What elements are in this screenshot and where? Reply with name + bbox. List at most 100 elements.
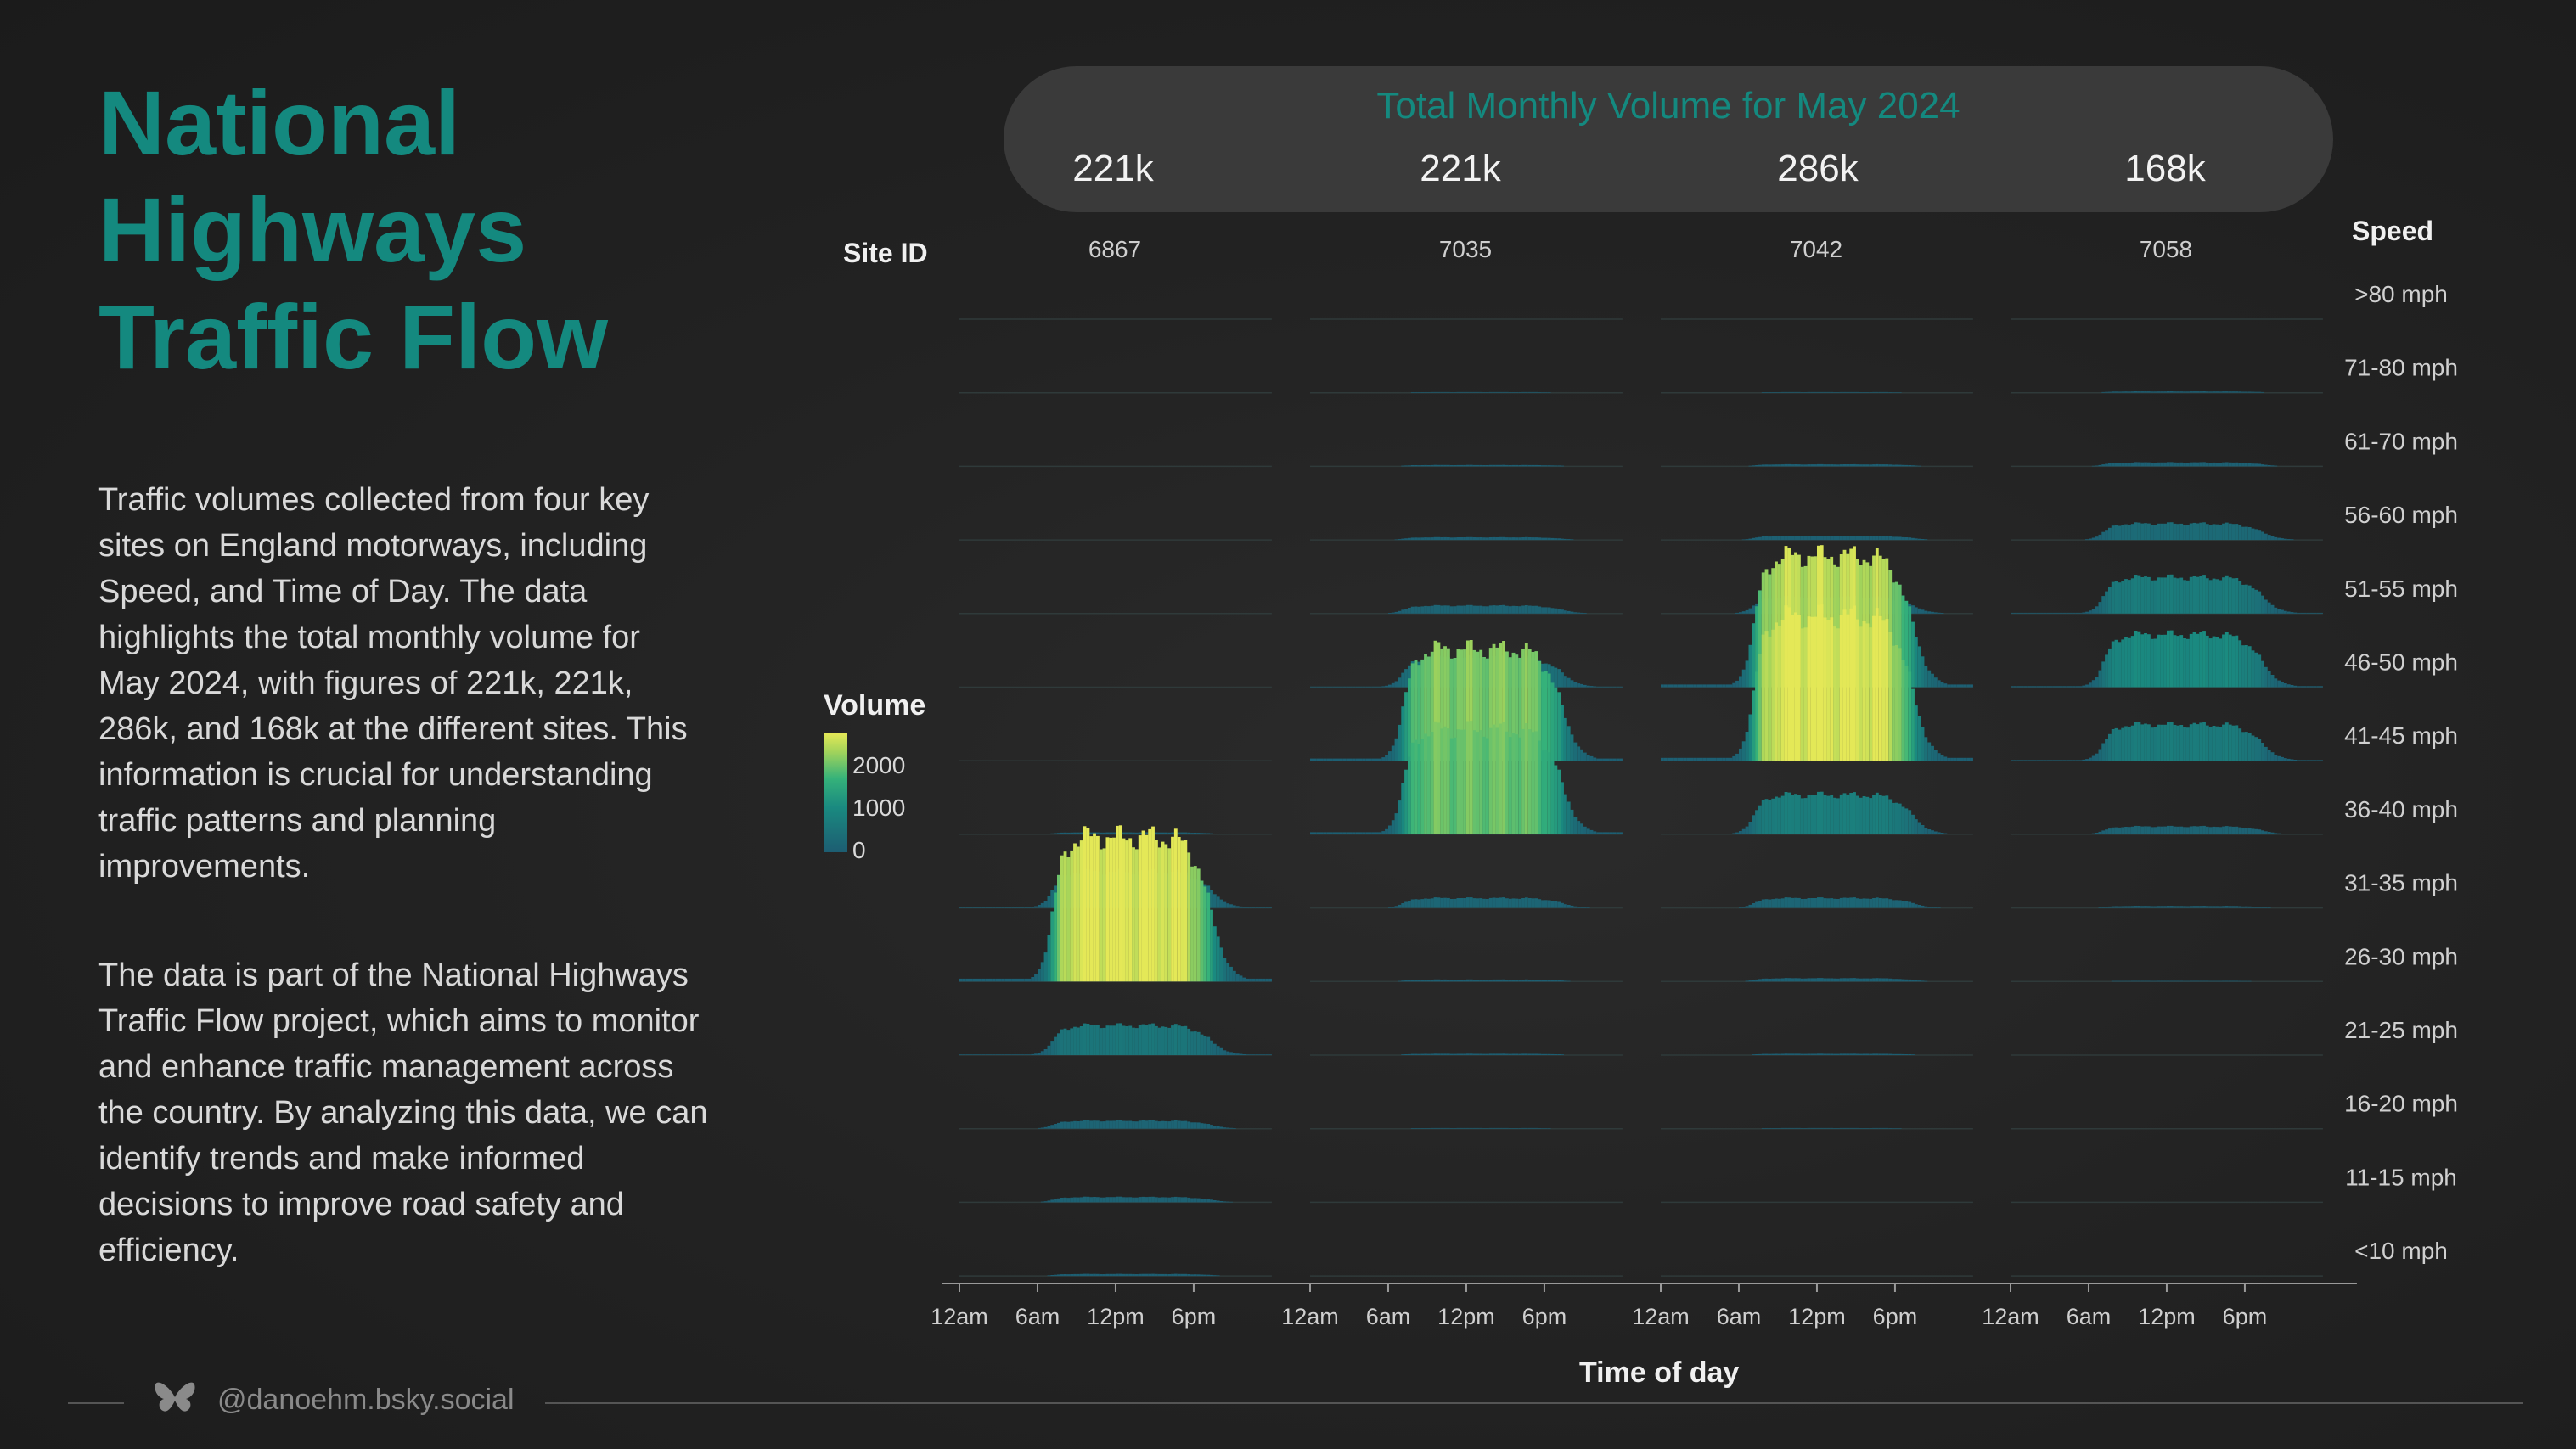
volume-bar bbox=[1908, 606, 1912, 688]
volume-bar bbox=[1447, 605, 1450, 614]
volume-bar bbox=[2264, 746, 2268, 761]
volume-bar bbox=[2169, 391, 2174, 393]
ridge-site-7035-band-1 bbox=[1310, 391, 1623, 394]
volume-bar bbox=[1538, 1128, 1542, 1129]
volume-bar bbox=[1921, 656, 1925, 688]
volume-bar bbox=[1914, 705, 1918, 761]
volume-bar bbox=[2114, 391, 2118, 393]
volume-bar bbox=[1336, 758, 1340, 761]
volume-bar bbox=[1602, 686, 1606, 688]
volume-bar bbox=[2121, 525, 2125, 541]
volume-bar bbox=[1921, 609, 1925, 614]
volume-bar bbox=[1911, 688, 1915, 761]
volume-bar bbox=[1173, 1196, 1178, 1203]
volume-bar bbox=[1437, 979, 1441, 982]
volume-bar bbox=[1570, 680, 1574, 688]
volume-bar bbox=[1709, 757, 1713, 761]
volume-bar bbox=[2205, 980, 2209, 982]
volume-bar bbox=[1466, 391, 1470, 393]
volume-bar bbox=[1336, 686, 1340, 688]
volume-bar bbox=[1180, 1273, 1184, 1277]
volume-bar bbox=[1947, 684, 1951, 688]
volume-bar bbox=[1502, 464, 1505, 467]
volume-bar bbox=[1502, 722, 1505, 834]
volume-bar bbox=[1404, 669, 1408, 688]
volume-bar bbox=[1456, 1127, 1460, 1129]
volume-bar bbox=[1606, 758, 1610, 761]
speed-band-label: >80 mph bbox=[2354, 281, 2448, 307]
volume-bar bbox=[1839, 978, 1843, 982]
volume-bar bbox=[2030, 686, 2033, 688]
volume-bar bbox=[1401, 465, 1405, 467]
volume-bar bbox=[1391, 745, 1395, 761]
volume-bar bbox=[1826, 391, 1831, 393]
volume-bar bbox=[1875, 897, 1879, 908]
volume-bar bbox=[2036, 612, 2040, 614]
volume-bar bbox=[1538, 465, 1542, 467]
volume-bar bbox=[1784, 605, 1788, 761]
volume-bar bbox=[1495, 647, 1499, 761]
volume-bar bbox=[1609, 758, 1613, 761]
volume-bar bbox=[1527, 649, 1532, 761]
volume-bar bbox=[2316, 686, 2320, 688]
volume-bar bbox=[1511, 1053, 1516, 1055]
volume-bar bbox=[1177, 837, 1181, 982]
volume-bar bbox=[1187, 852, 1191, 982]
volume-bar bbox=[1336, 832, 1340, 834]
volume-bar bbox=[1440, 1127, 1444, 1129]
volume-bar bbox=[1797, 1127, 1801, 1129]
volume-bar bbox=[1050, 1125, 1055, 1129]
volume-bar bbox=[1453, 898, 1457, 908]
volume-bar bbox=[1865, 796, 1870, 834]
volume-bar bbox=[1420, 659, 1425, 761]
volume-bar bbox=[2105, 391, 2108, 393]
volume-bar bbox=[2144, 462, 2147, 467]
ridge-site-7035-band-9 bbox=[1310, 979, 1623, 983]
volume-bar bbox=[2169, 722, 2174, 761]
volume-bar bbox=[1151, 826, 1155, 982]
volume-bar bbox=[1433, 1127, 1437, 1129]
volume-bar bbox=[1173, 1024, 1178, 1055]
volume-bar bbox=[988, 978, 993, 982]
volume-bar bbox=[1898, 803, 1902, 834]
speed-band-label: 26-30 mph bbox=[2344, 943, 2458, 969]
volume-bar bbox=[1167, 848, 1172, 982]
volume-bar bbox=[1904, 537, 1909, 541]
volume-bar bbox=[1316, 686, 1320, 688]
volume-bar bbox=[1430, 980, 1434, 982]
volume-bar bbox=[959, 1054, 963, 1055]
volume-bar bbox=[1892, 1128, 1895, 1129]
volume-bar bbox=[1810, 464, 1814, 467]
volume-bar bbox=[1157, 1027, 1161, 1055]
volume-bar bbox=[1486, 658, 1489, 761]
volume-bar bbox=[1878, 795, 1882, 834]
volume-bar bbox=[1430, 464, 1434, 467]
volume-bar bbox=[2179, 462, 2184, 467]
volume-bar bbox=[1469, 536, 1473, 541]
volume-bar bbox=[1586, 685, 1590, 688]
volume-bar bbox=[1557, 901, 1561, 908]
volume-bar bbox=[1758, 979, 1762, 982]
volume-bar bbox=[1479, 391, 1483, 393]
volume-bar bbox=[1791, 1127, 1795, 1129]
volume-bar bbox=[1778, 978, 1781, 982]
volume-bar bbox=[2098, 749, 2102, 761]
volume-bar bbox=[1917, 538, 1921, 541]
volume-bar bbox=[1492, 1127, 1496, 1129]
volume-bar bbox=[2150, 391, 2154, 393]
volume-bar bbox=[2192, 576, 2196, 614]
volume-bar bbox=[1378, 686, 1382, 688]
volume-bar bbox=[1486, 1128, 1489, 1129]
volume-bar bbox=[1408, 1053, 1411, 1055]
volume-bar bbox=[995, 978, 999, 982]
volume-bar bbox=[1775, 536, 1778, 541]
volume-bar bbox=[1093, 833, 1096, 982]
volume-bar bbox=[959, 907, 963, 908]
volume-bar bbox=[1096, 1025, 1100, 1055]
volume-bar bbox=[1748, 980, 1752, 982]
volume-bar bbox=[1547, 607, 1551, 614]
volume-bar bbox=[1797, 1053, 1801, 1055]
volume-bar bbox=[1524, 643, 1528, 761]
volume-bar bbox=[2147, 523, 2151, 541]
volume-bar bbox=[1544, 1128, 1548, 1129]
